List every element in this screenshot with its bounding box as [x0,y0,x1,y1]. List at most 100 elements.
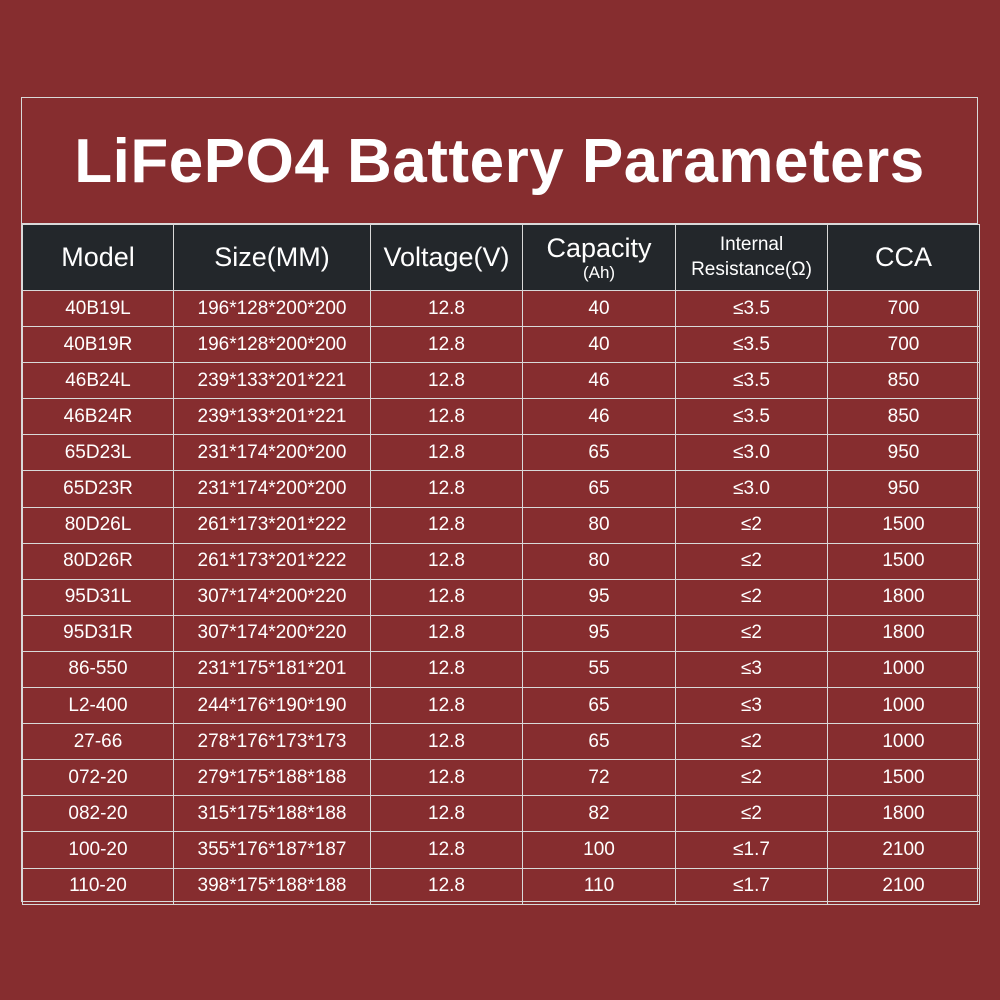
cca-cell: 850 [827,362,980,400]
size-cell: 278*176*173*173 [173,723,371,761]
parameters-table: Model Size(MM) Voltage(V) Capacity (Ah) … [22,224,980,905]
model-cell: 40B19L [22,289,174,328]
header-internal-resistance: Internal Resistance(Ω) [675,224,828,291]
resistance-cell: ≤3.5 [675,289,828,328]
capacity-cell: 100 [522,831,676,869]
table-row: L2-400 244*176*190*190 12.8 65 ≤3 1000 [22,687,980,725]
table-row: 110-20 398*175*188*188 12.8 110 ≤1.7 2100 [22,867,980,905]
header-size: Size(MM) [173,224,371,291]
capacity-cell: 82 [522,795,676,833]
cca-cell: 950 [827,470,980,508]
table-row: 40B19L 196*128*200*200 12.8 40 ≤3.5 700 [22,289,980,328]
header-capacity: Capacity (Ah) [522,224,676,291]
voltage-cell: 12.8 [370,687,523,725]
capacity-cell: 40 [522,326,676,364]
resistance-cell: ≤1.7 [675,867,828,905]
model-cell: 86-550 [22,650,174,689]
capacity-cell: 65 [522,434,676,472]
header-capacity-label: Capacity [546,232,652,263]
table-row: 082-20 315*175*188*188 12.8 82 ≤2 1800 [22,795,980,833]
size-cell: 244*176*190*190 [173,687,371,725]
size-cell: 307*174*200*220 [173,578,371,616]
model-cell: 95D31R [22,614,174,652]
size-cell: 279*175*188*188 [173,759,371,797]
voltage-cell: 12.8 [370,362,523,400]
voltage-cell: 12.8 [370,831,523,869]
size-cell: 315*175*188*188 [173,795,371,833]
capacity-cell: 95 [522,578,676,616]
voltage-cell: 12.8 [370,723,523,761]
resistance-cell: ≤3.0 [675,470,828,508]
cca-cell: 950 [827,434,980,472]
size-cell: 398*175*188*188 [173,867,371,905]
cca-cell: 1800 [827,614,980,652]
resistance-cell: ≤3.5 [675,362,828,400]
capacity-cell: 80 [522,542,676,580]
model-cell: 95D31L [22,578,174,616]
size-cell: 239*133*201*221 [173,362,371,400]
resistance-cell: ≤3.0 [675,434,828,472]
table-row: 072-20 279*175*188*188 12.8 72 ≤2 1500 [22,759,980,797]
model-cell: 65D23R [22,470,174,508]
resistance-cell: ≤3 [675,687,828,725]
voltage-cell: 12.8 [370,759,523,797]
model-cell: 100-20 [22,831,174,869]
resistance-cell: ≤1.7 [675,831,828,869]
voltage-cell: 12.8 [370,867,523,905]
table-row: 95D31L 307*174*200*220 12.8 95 ≤2 1800 [22,578,980,616]
cca-cell: 2100 [827,831,980,869]
model-cell: L2-400 [22,687,174,725]
model-cell: 082-20 [22,795,174,833]
model-cell: 80D26R [22,542,174,580]
resistance-cell: ≤2 [675,614,828,652]
voltage-cell: 12.8 [370,506,523,544]
voltage-cell: 12.8 [370,542,523,580]
header-model: Model [22,224,174,291]
voltage-cell: 12.8 [370,398,523,436]
resistance-cell: ≤3.5 [675,326,828,364]
size-cell: 355*176*187*187 [173,831,371,869]
header-row: Model Size(MM) Voltage(V) Capacity (Ah) … [22,224,980,291]
header-voltage: Voltage(V) [370,224,523,291]
model-cell: 46B24R [22,398,174,436]
table-row: 80D26L 261*173*201*222 12.8 80 ≤2 1500 [22,506,980,544]
voltage-cell: 12.8 [370,470,523,508]
resistance-cell: ≤3 [675,650,828,689]
cca-cell: 700 [827,326,980,364]
resistance-cell: ≤2 [675,542,828,580]
capacity-cell: 95 [522,614,676,652]
header-cca: CCA [827,224,980,291]
table-row: 65D23R 231*174*200*200 12.8 65 ≤3.0 950 [22,470,980,508]
cca-cell: 1800 [827,578,980,616]
cca-cell: 1500 [827,506,980,544]
capacity-cell: 55 [522,650,676,689]
resistance-cell: ≤3.5 [675,398,828,436]
header-capacity-unit: (Ah) [582,262,616,282]
size-cell: 231*174*200*200 [173,434,371,472]
capacity-cell: 65 [522,723,676,761]
table-row: 80D26R 261*173*201*222 12.8 80 ≤2 1500 [22,542,980,580]
voltage-cell: 12.8 [370,795,523,833]
model-cell: 46B24L [22,362,174,400]
title-box: LiFePO4 Battery Parameters [22,98,977,224]
capacity-cell: 46 [522,362,676,400]
voltage-cell: 12.8 [370,650,523,689]
table-row: 86-550 231*175*181*201 12.8 55 ≤3 1000 [22,650,980,689]
voltage-cell: 12.8 [370,614,523,652]
header-internal-label: Internal [719,233,784,255]
capacity-cell: 80 [522,506,676,544]
cca-cell: 1000 [827,723,980,761]
capacity-cell: 72 [522,759,676,797]
model-cell: 80D26L [22,506,174,544]
cca-cell: 1800 [827,795,980,833]
size-cell: 239*133*201*221 [173,398,371,436]
size-cell: 231*175*181*201 [173,650,371,689]
capacity-cell: 46 [522,398,676,436]
model-cell: 110-20 [22,867,174,905]
capacity-cell: 40 [522,289,676,328]
table-body: 40B19L 196*128*200*200 12.8 40 ≤3.5 700 40B19R… [22,289,980,905]
parameters-frame: LiFePO4 Battery Parameters Model Size(MM… [21,97,980,905]
voltage-cell: 12.8 [370,434,523,472]
table-row: 46B24R 239*133*201*221 12.8 46 ≤3.5 850 [22,398,980,436]
size-cell: 231*174*200*200 [173,470,371,508]
